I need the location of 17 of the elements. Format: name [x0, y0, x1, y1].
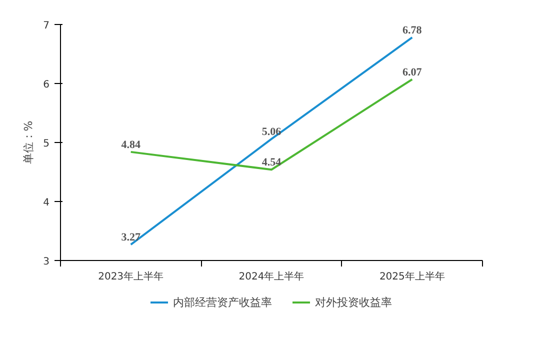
data-label: 4.84	[121, 138, 141, 151]
x-tick-label: 2023年上半年	[98, 270, 164, 282]
legend-label: 内部经营资产收益率	[173, 294, 272, 310]
y-tick-label: 3	[43, 256, 50, 268]
data-label: 5.06	[262, 126, 282, 138]
y-tick-label: 6	[43, 80, 50, 90]
data-label: 6.78	[402, 24, 422, 36]
y-tick-label: 4	[43, 198, 50, 208]
x-tick-label: 2025年上半年	[379, 270, 445, 282]
data-label: 3.27	[121, 232, 141, 244]
y-tick-label: 7	[43, 20, 50, 32]
y-axis-title: 单位：%	[22, 120, 36, 164]
data-label: 6.07	[402, 66, 422, 78]
data-label: 4.54	[262, 156, 282, 169]
y-tick-label: 5	[43, 138, 50, 150]
x-tick-label: 2024年上半年	[238, 270, 304, 282]
legend-label: 对外投资收益率	[315, 294, 392, 310]
